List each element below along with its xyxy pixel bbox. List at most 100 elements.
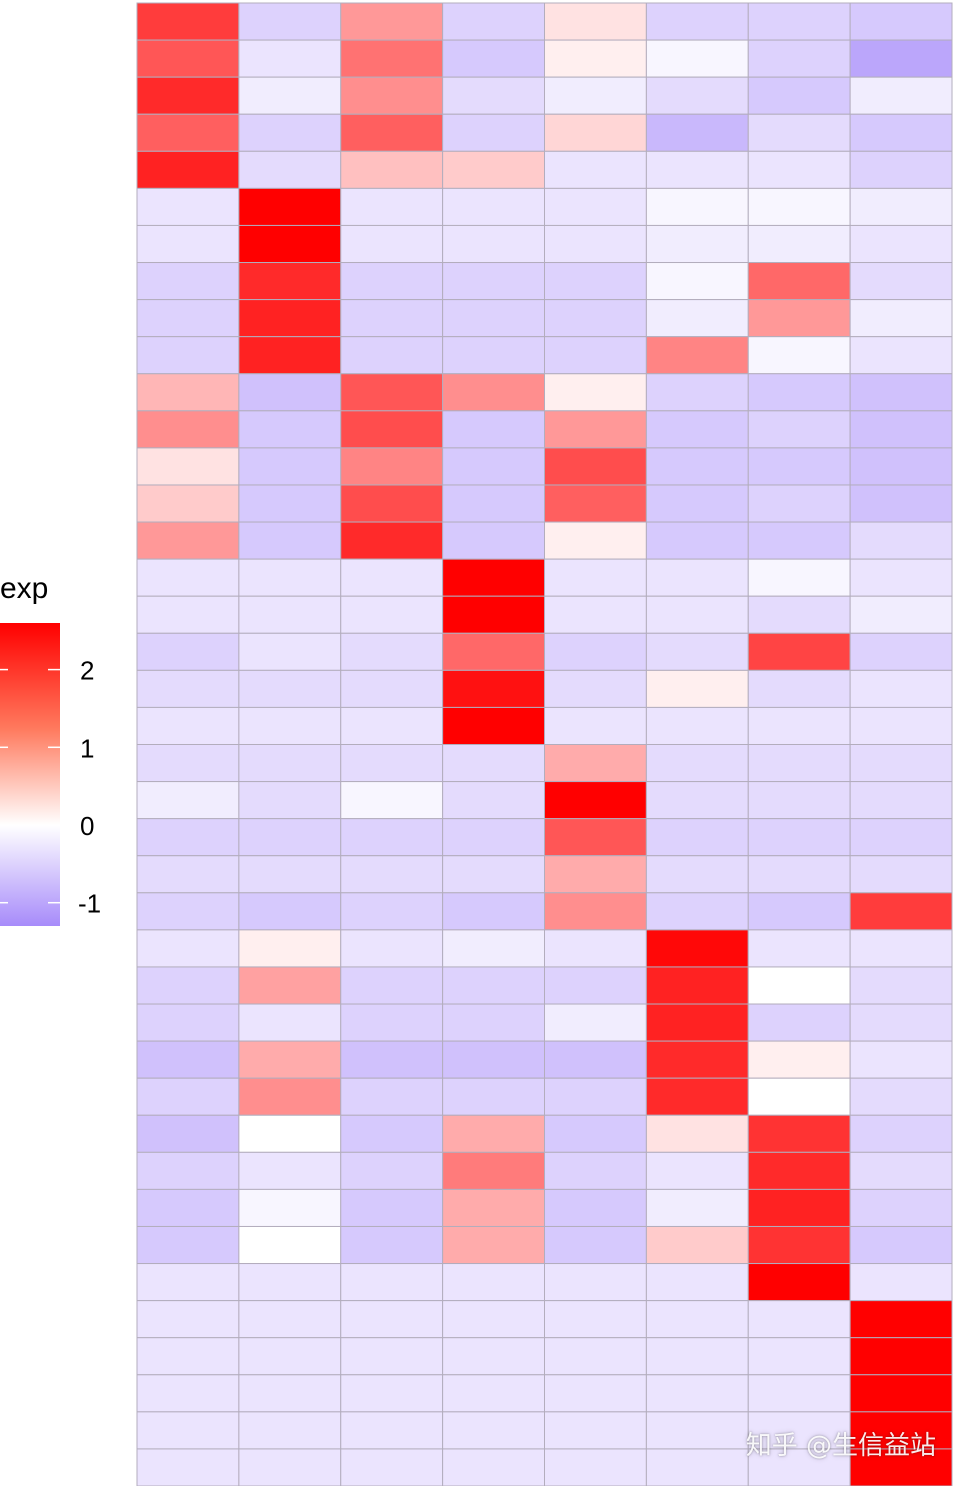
heatmap-cell (442, 1337, 546, 1376)
heatmap-cell (849, 410, 953, 449)
heatmap-cell (442, 1003, 546, 1042)
heatmap-cell (645, 484, 749, 523)
heatmap-cell (136, 1225, 240, 1265)
heatmap-cell (136, 1448, 240, 1486)
heatmap-cell (544, 1448, 647, 1486)
heatmap-cell (544, 818, 647, 857)
heatmap-cell (544, 855, 647, 894)
heatmap-cell (645, 669, 749, 708)
heatmap-cell (645, 706, 749, 746)
heatmap-cell (747, 1188, 851, 1227)
heatmap-cell (849, 113, 953, 152)
heatmap-cell (442, 818, 546, 857)
heatmap-cell (544, 1337, 647, 1376)
heatmap-cell (238, 632, 342, 671)
heatmap-cell (238, 558, 342, 597)
heatmap-cell (238, 966, 342, 1005)
heatmap-cell (849, 484, 953, 523)
heatmap-cell (238, 2, 342, 41)
heatmap-cell (136, 818, 240, 857)
heatmap-cell (645, 855, 749, 894)
heatmap-cell (544, 76, 647, 115)
heatmap-cell (136, 187, 240, 226)
heatmap-cell (442, 113, 546, 152)
heatmap-cell (747, 1448, 851, 1486)
heatmap-cell (238, 150, 342, 189)
heatmap-cell (340, 669, 444, 708)
heatmap-cell (544, 966, 647, 1005)
heatmap-cell (849, 892, 953, 931)
heatmap-cell (849, 744, 953, 783)
heatmap-cell (645, 187, 749, 226)
heatmap-cell (442, 484, 546, 523)
heatmap-cell (442, 1151, 546, 1190)
heatmap-cell (340, 595, 444, 634)
heatmap-cell (645, 1300, 749, 1339)
heatmap-cell (238, 336, 342, 375)
heatmap-cell (645, 410, 749, 449)
heatmap-cell (340, 1040, 444, 1079)
heatmap-cell (747, 299, 851, 338)
heatmap-cell (340, 818, 444, 857)
heatmap-cell (442, 558, 546, 597)
heatmap-cell (340, 929, 444, 968)
heatmap-cell (747, 113, 851, 152)
heatmap-cell (442, 521, 546, 560)
heatmap-cell (544, 1263, 647, 1302)
heatmap-cell (238, 410, 342, 449)
heatmap-cell (442, 632, 546, 671)
heatmap-cell (136, 855, 240, 894)
heatmap-cell (544, 113, 647, 152)
heatmap-cell (747, 929, 851, 968)
heatmap-cell (645, 39, 749, 78)
heatmap-cell (238, 781, 342, 820)
heatmap-cell (645, 1188, 749, 1227)
heatmap-cell (544, 595, 647, 634)
heatmap-cell (849, 447, 953, 486)
heatmap-cell (747, 521, 851, 560)
heatmap-cell (849, 1225, 953, 1265)
heatmap-cell (747, 669, 851, 708)
heatmap-cell (136, 1077, 240, 1116)
heatmap-cell (238, 299, 342, 338)
heatmap-cell (544, 150, 647, 189)
heatmap-cell (544, 2, 647, 41)
heatmap-cell (645, 113, 749, 152)
heatmap-cell (849, 1411, 953, 1450)
heatmap-cell (544, 484, 647, 523)
heatmap-cell (238, 521, 342, 560)
heatmap-cell (136, 336, 240, 375)
heatmap-cell (645, 1151, 749, 1190)
heatmap-cell (849, 1040, 953, 1079)
heatmap-cell (442, 1188, 546, 1227)
heatmap-cell (645, 1374, 749, 1413)
heatmap-cell (544, 892, 647, 931)
heatmap-cell (136, 1003, 240, 1042)
heatmap-cell (136, 484, 240, 523)
heatmap-cell (136, 447, 240, 486)
heatmap-cell (645, 1225, 749, 1265)
heatmap-cell (442, 262, 546, 301)
heatmap-cell (747, 781, 851, 820)
heatmap-cell (544, 781, 647, 820)
heatmap-cell (849, 1114, 953, 1153)
heatmap-cell (136, 632, 240, 671)
heatmap-cell (136, 1263, 240, 1302)
heatmap-cell (442, 1411, 546, 1450)
heatmap-cell (442, 855, 546, 894)
heatmap-cell (645, 262, 749, 301)
heatmap-cell (136, 373, 240, 412)
heatmap-cell (747, 595, 851, 634)
heatmap-cell (645, 373, 749, 412)
heatmap-cell (340, 113, 444, 152)
heatmap-cell (747, 1040, 851, 1079)
heatmap-cell (340, 336, 444, 375)
heatmap-cell (136, 262, 240, 301)
heatmap-cell (544, 632, 647, 671)
heatmap-cell (238, 706, 342, 746)
heatmap-cell (544, 187, 647, 226)
watermark: 知乎 @生信益站 (745, 1431, 936, 1461)
heatmap-cell (136, 224, 240, 264)
heatmap-cell (340, 262, 444, 301)
heatmap-cell (747, 1374, 851, 1413)
